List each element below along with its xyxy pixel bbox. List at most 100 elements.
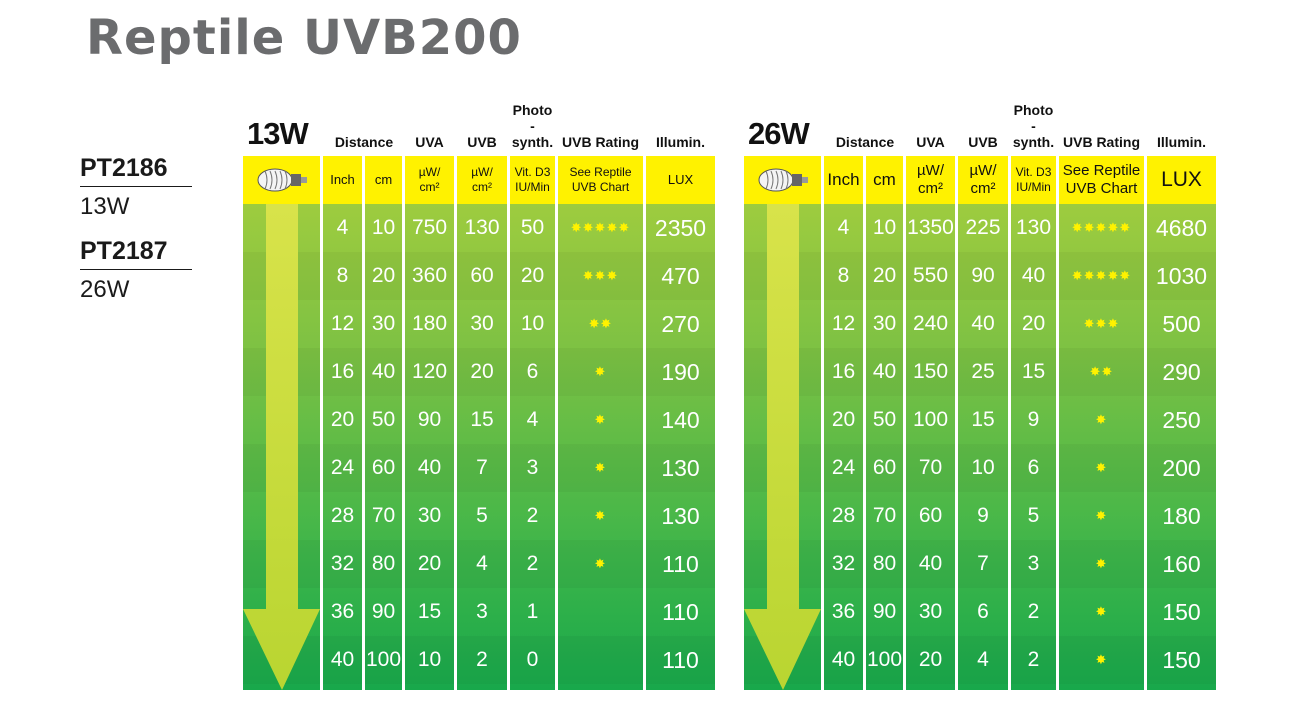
column-header-uva: UVA [415,134,444,150]
cell-photo: 0 [526,648,539,671]
uvb-rating-stars: ✸✸✸ [582,268,619,283]
cell-cm: 20 [371,264,396,287]
column-header-illum: Illumin. [1157,134,1206,150]
uvb-rating-stars: ✸ [1095,460,1108,475]
cell-lux: 130 [661,502,700,529]
column-header-rating: UVB Rating [562,134,639,150]
uvb-rating-stars [558,588,643,636]
cell-photo: 4 [526,408,539,431]
unit-label-uvb: µW/ cm² [969,162,997,197]
cell-inch: 12 [831,312,856,335]
cell-uva: 15 [417,600,442,623]
cell-uva: 40 [417,456,442,479]
cell-cm: 10 [371,216,396,239]
uvb-rating-stars: ✸ [594,412,607,427]
cell-uva: 30 [918,600,943,623]
cell-uvb: 9 [977,504,989,527]
unit-label-inch: Inch [827,170,860,189]
unit-label-lux: LUX [1161,168,1202,191]
column-header-photo: Photo -synth. [1012,102,1055,150]
cell-inch: 24 [831,456,856,479]
cell-lux: 150 [1162,646,1201,673]
cell-inch: 36 [831,600,856,623]
cell-uvb: 60 [470,264,494,287]
cell-lux: 140 [661,406,700,433]
cell-uvb: 4 [977,648,989,671]
cell-inch: 12 [330,312,355,335]
cell-photo: 50 [520,216,545,239]
model-entry: PT2186 13W [80,152,192,225]
cell-cm: 60 [371,456,396,479]
unit-label-cm: cm [374,172,393,187]
column-header-uva: UVA [916,134,945,150]
column-divider [1056,156,1059,690]
cell-inch: 28 [330,504,355,527]
cell-uva: 20 [417,552,442,575]
column-header-uvb: UVB [467,134,497,150]
cell-lux: 130 [661,454,700,481]
cell-uva: 90 [417,408,442,431]
uvb-table-26w: 26W Distance UVA UVB Photo -synth. UVB Rating… [744,102,1216,692]
cell-inch: 4 [336,216,349,239]
cell-uvb: 15 [971,408,995,431]
cell-uvb: 25 [971,360,995,383]
cell-lux: 500 [1162,310,1201,337]
cell-uvb: 2 [476,648,488,671]
cell-cm: 80 [371,552,396,575]
column-divider [320,156,323,690]
cell-uvb: 10 [971,456,995,479]
column-divider [362,156,365,690]
cell-uva: 180 [411,312,448,335]
cell-lux: 110 [662,550,699,577]
cell-uva: 10 [417,648,442,671]
cell-lux: 110 [662,646,699,673]
cell-uva: 360 [411,264,448,287]
cell-lux: 270 [661,310,700,337]
column-divider [555,156,558,690]
cell-lux: 160 [1162,550,1201,577]
cell-uva: 550 [912,264,949,287]
page-title: Reptile UVB200 [86,10,522,66]
column-divider [1008,156,1011,690]
uvb-rating-stars: ✸ [594,556,607,571]
uvb-rating-stars: ✸ [594,460,607,475]
cell-cm: 30 [872,312,897,335]
cell-lux: 150 [1162,598,1201,625]
uvb-rating-stars: ✸ [1095,652,1108,667]
cell-cm: 100 [365,648,402,671]
cell-uva: 20 [918,648,943,671]
cell-photo: 6 [526,360,539,383]
uvb-rating-stars: ✸ [1095,556,1108,571]
spiral-bulb-icon [758,168,808,192]
cell-cm: 70 [371,504,396,527]
cell-cm: 50 [872,408,897,431]
model-wattage: 13W [80,193,130,220]
cell-inch: 28 [831,504,856,527]
column-header-uvb: UVB [968,134,998,150]
cell-uvb: 4 [476,552,488,575]
cell-inch: 32 [330,552,355,575]
cell-inch: 16 [330,360,355,383]
cell-photo: 2 [1027,648,1040,671]
column-header-distance: Distance [334,134,394,150]
cell-lux: 2350 [654,214,707,241]
cell-inch: 8 [837,264,850,287]
column-divider [454,156,457,690]
cell-lux: 290 [1162,358,1201,385]
column-header-rating: UVB Rating [1063,134,1140,150]
wattage-heading: 26W [748,116,810,151]
wattage-heading: 13W [247,116,309,151]
cell-inch: 32 [831,552,856,575]
uvb-rating-stars: ✸✸✸ [1083,316,1120,331]
uvb-rating-stars: ✸ [594,364,607,379]
cell-uva: 30 [417,504,442,527]
cell-uvb: 7 [977,552,989,575]
cell-uvb: 6 [977,600,989,623]
unit-label-photo: Vit. D3 IU/Min [1015,165,1052,194]
cell-uva: 150 [912,360,949,383]
cell-cm: 30 [371,312,396,335]
cell-cm: 10 [872,216,897,239]
uvb-rating-stars: ✸ [1095,412,1108,427]
distance-arrow-icon [243,204,320,690]
uvb-table-13w: 13W Distance UVA UVB Photo -synth. UVB Rating… [243,102,715,692]
